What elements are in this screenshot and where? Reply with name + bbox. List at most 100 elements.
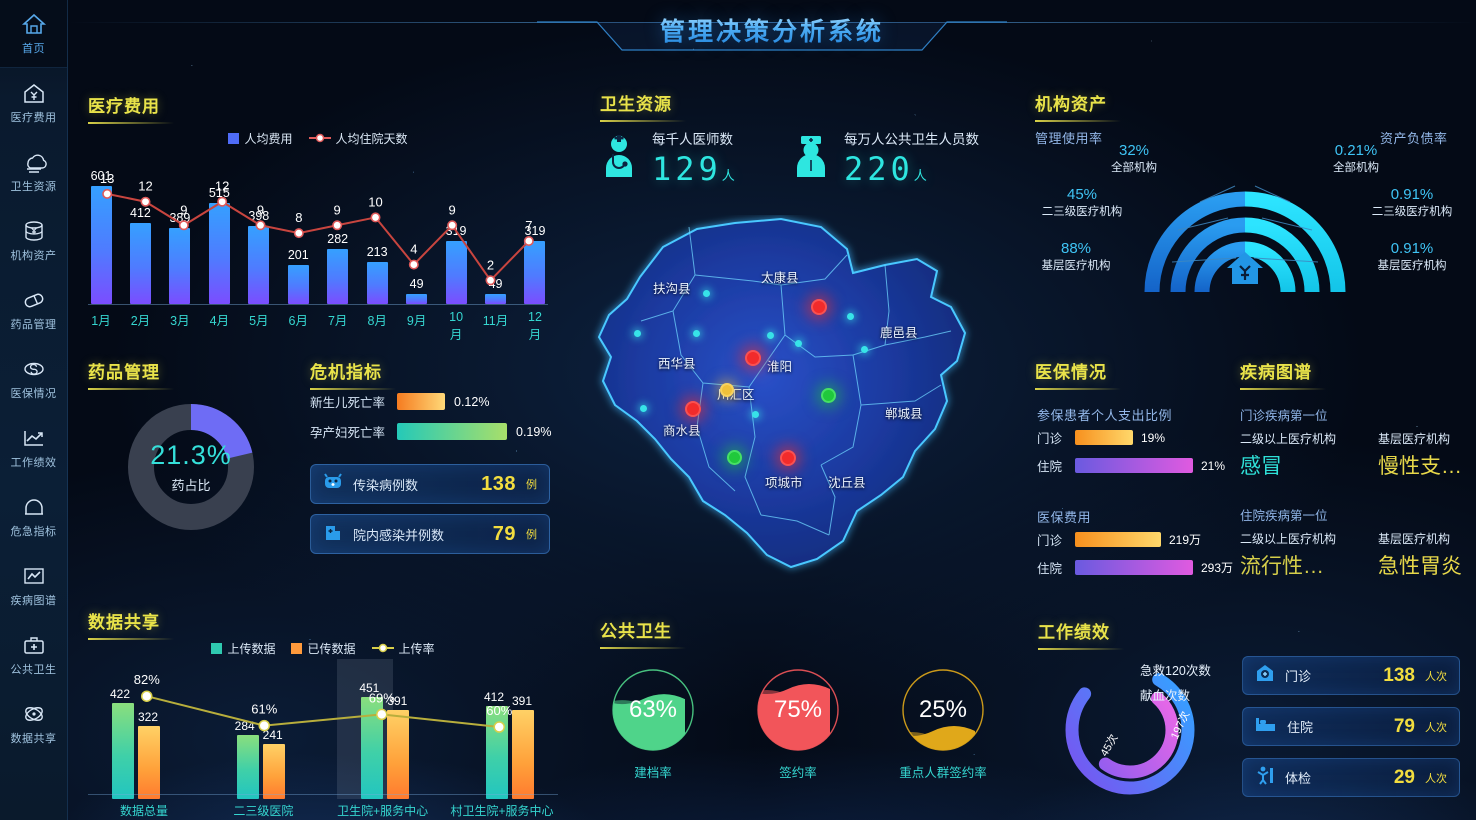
map-alert-dot-red[interactable]: [685, 401, 701, 417]
map-alert-dot-red[interactable]: [811, 299, 827, 315]
sidebar-item-home[interactable]: 首页: [0, 0, 67, 68]
crisis-bar-fill: [397, 393, 445, 410]
medical-cost-bar-value: 515: [208, 185, 230, 200]
map-region-label[interactable]: 沈丘县: [828, 476, 866, 490]
medical-cost-x-label: 3月: [170, 314, 190, 328]
infectious-cases-box[interactable]: 传染病例数 138 例: [310, 464, 550, 504]
map-region-label[interactable]: 项城市: [765, 476, 803, 490]
drug-ratio-label: 药占比: [171, 478, 211, 493]
map-dot[interactable]: [795, 340, 802, 347]
stat-card-label: 体检: [1285, 771, 1312, 786]
sidebar-item-crisis[interactable]: 危急指标: [0, 482, 67, 551]
map-dot[interactable]: [693, 330, 700, 337]
sidebar-item-label: 疾病图谱: [10, 595, 57, 607]
zhoukou-region-map[interactable]: 扶沟县 太康县 西华县 淮阳 鹿邑县 川汇区 商水县 郸城县 项城市 沈丘县: [585, 215, 995, 615]
liquid-gauge-value: 63%: [628, 696, 678, 723]
stat-card-checkup[interactable]: 体检 29 人次: [1242, 758, 1460, 797]
disease-item-sub: 基层医疗机构: [1378, 432, 1451, 446]
data-share-bar-value: 391: [387, 694, 408, 709]
medical-cost-x-label: 11月: [482, 314, 509, 328]
map-region-label[interactable]: 鹿邑县: [880, 326, 918, 340]
medical-cost-bar: [406, 294, 428, 304]
sidebar-item-data-share[interactable]: 数据共享: [0, 689, 67, 758]
map-alert-dot-red[interactable]: [745, 350, 761, 366]
sidebar-item-performance[interactable]: 工作绩效: [0, 413, 67, 482]
map-region-label[interactable]: 太康县: [761, 271, 799, 285]
map-dot[interactable]: [767, 332, 774, 339]
data-share-x-label: 村卫生院+服务中心: [450, 804, 554, 818]
performance-donut: 45次 197次: [1055, 655, 1205, 805]
sidebar-item-label: 危急指标: [10, 526, 57, 538]
map-alert-dot-red[interactable]: [780, 450, 796, 466]
map-dot[interactable]: [861, 346, 868, 353]
map-alert-dot-green[interactable]: [727, 450, 742, 465]
crisis-bar-value: 0.19%: [516, 424, 552, 439]
medical-cost-bar: [524, 241, 546, 304]
disease-chart-icon: [20, 563, 48, 589]
map-dot[interactable]: [703, 290, 710, 297]
medical-cost-bar-column: 319: [522, 176, 548, 304]
public-health-item: 75% 签约率: [743, 668, 853, 781]
sidebar-item-drug-management[interactable]: 药品管理: [0, 275, 67, 344]
data-share-bar-value: 241: [262, 728, 283, 743]
doctor-icon: [598, 133, 640, 184]
map-dot[interactable]: [847, 313, 854, 320]
data-share-x-label: 数据总量: [119, 804, 168, 818]
medical-cost-bar-value: 601: [90, 169, 112, 183]
stat-card-outpatient[interactable]: 门诊 138 人次: [1242, 656, 1460, 695]
map-alert-dot-yellow[interactable]: [720, 383, 734, 397]
x-axis-line: [88, 304, 548, 305]
sidebar-item-label: 医疗费用: [10, 112, 57, 124]
insurance-bar-fill: [1075, 430, 1133, 445]
map-dot[interactable]: [634, 330, 641, 337]
public-health-charts: 63% 建档率 75% 签约率: [598, 668, 998, 781]
map-alert-dot-green[interactable]: [821, 388, 836, 403]
map-region-label[interactable]: 郸城县: [885, 407, 923, 421]
liquid-gauge: 75%: [756, 668, 840, 752]
map-region-label[interactable]: 西华县: [658, 357, 696, 371]
drug-capsule-icon: [20, 287, 48, 313]
doctor-stat-text: 每千人医师数 129人: [652, 128, 735, 188]
medical-cost-bar-column: 201: [285, 176, 311, 304]
map-dot[interactable]: [640, 405, 647, 412]
crisis-bar-label: 孕产妇死亡率: [310, 426, 386, 440]
medical-cost-bar: [208, 202, 230, 304]
disease-group-head: 住院疾病第一位: [1240, 509, 1328, 523]
staff-stat-value: 220人: [844, 150, 927, 188]
map-region-label[interactable]: 淮阳: [767, 360, 793, 374]
medical-cost-chart: 人均费用 人均住院天数 601 412 389 515 398 201 282 213 49 31…: [88, 130, 548, 342]
institution-asset-gauge: [1140, 140, 1350, 300]
stat-card-unit: 人次: [1425, 772, 1447, 785]
gauge-label-left-2: 88% 基层医疗机构: [1041, 240, 1111, 272]
sidebar-item-insurance[interactable]: 医保情况: [0, 344, 67, 413]
disease-group-outpatient: 门诊疾病第一位 二级以上医疗机构 感冒 基层医疗机构 慢性支…: [1240, 405, 1476, 480]
nosocomial-infection-box[interactable]: 院内感染并例数 79 例: [310, 514, 550, 554]
performance-legend-emergency: 急救120次数: [1140, 664, 1211, 678]
sidebar-item-medical-cost[interactable]: 医疗费用: [0, 68, 67, 137]
map-region-label[interactable]: 商水县: [663, 424, 701, 438]
stat-card-inpatient[interactable]: 住院 79 人次: [1242, 707, 1460, 746]
infobox-label: 院内感染并例数: [353, 527, 445, 543]
medical-cost-bar: [327, 248, 349, 304]
disease-item-sub: 二级以上医疗机构: [1240, 432, 1337, 446]
map-dot[interactable]: [752, 411, 759, 418]
infobox-label: 传染病例数: [353, 477, 419, 493]
sidebar-item-public-health[interactable]: 公共卫生: [0, 620, 67, 689]
medical-cost-legend: 人均费用 人均住院天数: [88, 130, 548, 147]
sidebar-item-disease[interactable]: 疾病图谱: [0, 551, 67, 620]
insurance-title: 医保情况: [1035, 358, 1121, 390]
gauge-label-left-1: 45% 二三级医疗机构: [1041, 186, 1123, 218]
insurance-bar-row: 门诊 19%: [1037, 428, 1225, 447]
sidebar-item-health-resource[interactable]: 卫生资源: [0, 137, 67, 206]
infobox-unit: 例: [526, 529, 537, 541]
insurance-bar-label: 住院: [1037, 460, 1063, 474]
sidebar-item-label: 机构资产: [10, 250, 57, 262]
map-region-label[interactable]: 扶沟县: [653, 282, 691, 296]
medical-cost-bar-column: 49: [404, 176, 430, 304]
data-share-bar-value: 391: [511, 694, 532, 709]
data-share-bar-uploaded: [511, 710, 534, 799]
stat-card-value: 29: [1393, 766, 1415, 788]
sidebar-item-institution-asset[interactable]: 机构资产: [0, 206, 67, 275]
sidebar[interactable]: 首页 医疗费用 卫生资源 机构资产 药品管理 医保情况 工作绩效: [0, 0, 68, 820]
gauge-label-right-0: 0.21% 全部机构: [1333, 142, 1379, 174]
